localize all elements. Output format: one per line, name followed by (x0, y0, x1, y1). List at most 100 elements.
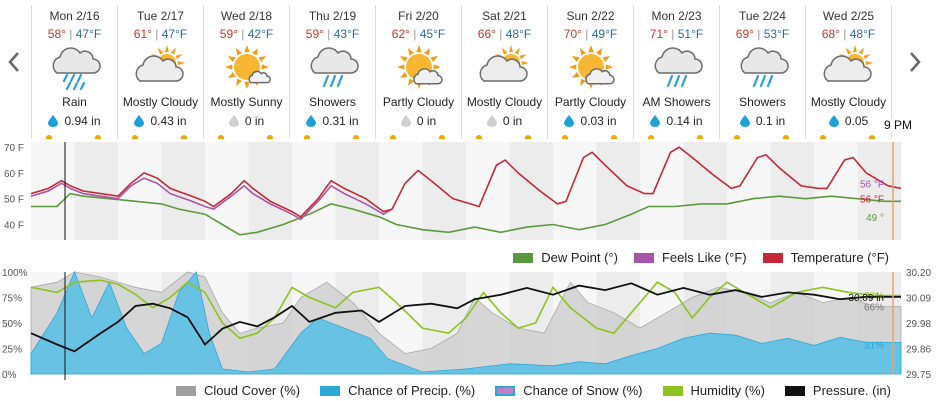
partly-cloudy-icon (376, 43, 461, 95)
sun-markers (634, 133, 719, 139)
sun-markers (376, 133, 461, 139)
day-temps: 62° | 45°F (376, 27, 461, 41)
y-tick-label-right: 29.75 (906, 370, 931, 380)
series-end-label: 77% (864, 291, 884, 302)
mostly-cloudy-icon (462, 43, 547, 95)
sun-markers (32, 133, 117, 139)
precip-chance-area (30, 270, 902, 375)
legend-item[interactable]: Cloud Cover (%) (176, 383, 300, 398)
day-condition: Mostly Cloudy (466, 95, 543, 109)
night-shade (161, 142, 184, 240)
high-temp: 70° (563, 27, 582, 41)
legend-label: Chance of Snow (%) (523, 383, 643, 398)
low-temp: 48°F (849, 27, 876, 41)
legend-item[interactable]: Dew Point (°) (513, 250, 618, 265)
sunset-marker (267, 135, 273, 139)
night-shade (335, 142, 358, 240)
next-arrow-button[interactable] (904, 44, 926, 80)
precip-amount: 0.03 in (580, 114, 617, 128)
legend-item[interactable]: Temperature (°F) (762, 250, 889, 265)
precip-amount: 0.05 (844, 114, 869, 128)
temp-separator: | (241, 27, 248, 41)
legend-swatch (495, 385, 516, 396)
legend-label: Pressure. (in) (812, 383, 891, 398)
day-date: Tue 2/24 (739, 9, 786, 23)
forecast-day[interactable]: Thu 2/19 59° | 43°F Showers 0.31 in (289, 5, 376, 139)
sun-markers (118, 133, 203, 139)
cursor-time-label: 9 PM (883, 118, 914, 132)
legend-item[interactable]: Humidity (%) (662, 383, 765, 398)
temp-separator: | (585, 27, 592, 41)
legend-label: Temperature (°F) (790, 250, 889, 265)
forecast-day[interactable]: Tue 2/17 61° | 47°F Mostly Cloudy 0.43 i… (117, 5, 204, 139)
sunrise-marker (562, 135, 568, 139)
legend-item[interactable]: Feels Like (°F) (633, 250, 747, 265)
y-tick-label-right: 29.86 (906, 345, 931, 356)
conditions-chart[interactable]: 100% 75% 50% 25% 0% 30.20 30.09 29.98 29.86 29.75… (0, 264, 941, 380)
day-precip: 0.31 in (290, 114, 375, 128)
y-tick-label: 40 F (4, 221, 24, 232)
series-end-label: 31% (864, 340, 884, 351)
night-shade (879, 142, 901, 240)
low-temp: 51°F (677, 27, 704, 41)
legend-swatch (513, 252, 534, 263)
y-tick-label-left: 100% (2, 268, 28, 279)
forecast-day[interactable]: Sat 2/21 66° | 48°F Mostly Cloudy 0 in (461, 5, 548, 139)
day-condition: Partly Cloudy (554, 95, 627, 109)
temperature-chart[interactable]: 70 F 60 F 50 F 40 F 56 °F 56 °F 49 ° (0, 136, 941, 246)
temp-separator: | (327, 27, 334, 41)
sunrise-marker (476, 135, 482, 139)
forecast-day[interactable]: Mon 2/23 71° | 51°F AM Showers 0.14 in (633, 5, 720, 139)
mostly-sunny-icon (204, 43, 289, 95)
day-temps: 66° | 48°F (462, 27, 547, 41)
temp-separator: | (671, 27, 678, 41)
forecast-day[interactable]: Mon 2/16 58° | 47°F Rain 0.94 in (31, 5, 118, 139)
sunset-marker (525, 135, 531, 139)
day-temps: 68° | 48°F (806, 27, 891, 41)
forecast-day[interactable]: Tue 2/24 69° | 53°F Showers 0.1 in (719, 5, 806, 139)
mostly-cloudy-icon (118, 43, 203, 95)
sunset-marker (697, 135, 703, 139)
showers-icon (290, 43, 375, 95)
legend-item[interactable]: Pressure. (in) (784, 383, 891, 398)
high-temp: 58° (47, 27, 66, 41)
sunset-marker (439, 135, 445, 139)
sun-markers (548, 133, 633, 139)
day-precip: 0 in (204, 114, 289, 128)
legend-swatch (784, 385, 805, 396)
temp-separator: | (413, 27, 420, 41)
y-tick-label-right: 30.20 (906, 268, 931, 279)
legend-item[interactable]: Chance of Snow (%) (495, 383, 643, 398)
showers-icon (634, 43, 719, 95)
low-temp: 42°F (247, 27, 274, 41)
temperature-line (30, 146, 902, 218)
night-shade (248, 142, 271, 240)
sunrise-marker (304, 135, 310, 139)
night-shade (683, 142, 706, 240)
showers-icon (720, 43, 805, 95)
temp-separator: | (757, 27, 764, 41)
day-temps: 61° | 47°F (118, 27, 203, 41)
forecast-day[interactable]: Wed 2/18 59° | 42°F Mostly Sunny 0 in (203, 5, 290, 139)
sunrise-marker (46, 135, 52, 139)
prev-arrow-button[interactable] (3, 44, 25, 80)
precip-amount: 0 in (502, 114, 523, 128)
mostly-cloudy-icon (806, 43, 891, 95)
night-shade (618, 142, 640, 240)
forecast-day[interactable]: Fri 2/20 62° | 45°F Partly Cloudy 0 in (375, 5, 462, 139)
precip-amount: 0 in (416, 114, 437, 128)
day-date: Thu 2/19 (308, 9, 357, 23)
y-tick-label: 70 F (4, 143, 24, 154)
day-condition: Mostly Cloudy (122, 95, 199, 109)
night-shade (96, 142, 118, 240)
forecast-day[interactable]: Sun 2/22 70° | 49°F Partly Cloudy 0.03 i… (547, 5, 634, 139)
raindrop-icon (306, 115, 317, 127)
y-tick-label-left: 50% (2, 319, 22, 330)
temp-separator: | (155, 27, 162, 41)
legend-item[interactable]: Chance of Precip. (%) (320, 383, 475, 398)
day-temps: 69° | 53°F (720, 27, 805, 41)
day-temps: 59° | 42°F (204, 27, 289, 41)
forecast-day[interactable]: Wed 2/25 68° | 48°F Mostly Cloudy 0.05 (805, 5, 892, 139)
legend-label: Humidity (%) (690, 383, 765, 398)
night-shade (444, 142, 466, 240)
